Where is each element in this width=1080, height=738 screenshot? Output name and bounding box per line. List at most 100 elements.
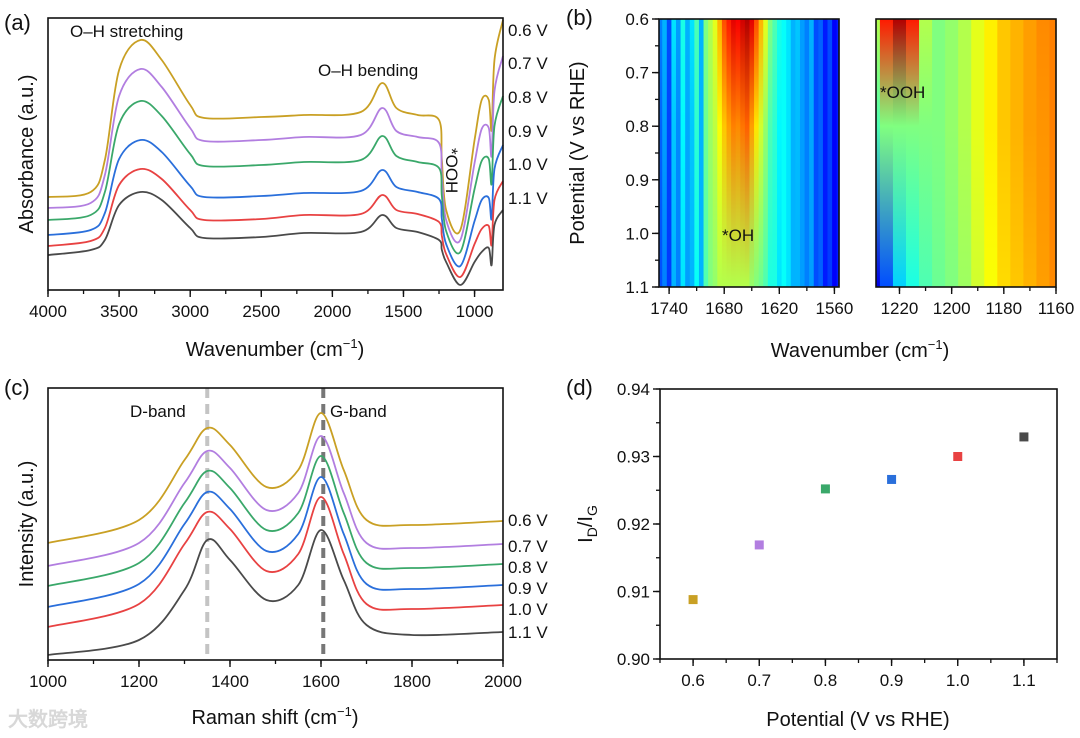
heatmap-column xyxy=(662,19,668,287)
y-tick-label: 0.8 xyxy=(625,117,649,136)
panel-label-d: (d) xyxy=(566,375,593,400)
series-line-0-9V xyxy=(47,138,504,268)
heatmap-column xyxy=(694,19,700,287)
x-tick-label: 1680 xyxy=(705,299,743,318)
annotation-oh-stretching: O–H stretching xyxy=(70,22,183,41)
series-label: 1.1 V xyxy=(508,189,548,208)
heatmap-column xyxy=(744,19,751,287)
x-tick-label: 0.8 xyxy=(814,671,838,690)
heatmap-column xyxy=(781,19,787,287)
x-axis-label-b: Wavenumber (cm−1) xyxy=(771,337,950,362)
heatmap-column xyxy=(1049,19,1057,287)
watermark: 大数跨境 xyxy=(8,707,88,731)
y-axis-label-a: Absorbance (a.u.) xyxy=(16,75,38,234)
heatmap-column xyxy=(777,19,783,287)
plot-frame xyxy=(875,18,1057,288)
heatmap-column xyxy=(659,19,663,287)
x-tick-label: 1000 xyxy=(456,302,494,321)
y-axis-label-c: Intensity (a.u.) xyxy=(16,461,38,588)
x-tick-label: 1500 xyxy=(385,302,423,321)
heatmap-column xyxy=(708,19,714,287)
heatmap-column xyxy=(666,19,672,287)
heatmap-column xyxy=(749,19,755,287)
data-point xyxy=(754,540,764,550)
heatmap-column xyxy=(809,19,815,287)
x-tick-label: 1400 xyxy=(211,672,249,691)
heatmap-column xyxy=(818,19,824,287)
annotation-ooh-b: *OOH xyxy=(880,83,925,102)
heatmap-column xyxy=(758,19,764,287)
heatmap-column xyxy=(827,19,833,287)
x-tick-label: 0.9 xyxy=(880,671,904,690)
heatmap-column xyxy=(703,19,709,287)
data-point xyxy=(1019,432,1029,442)
heatmap-column xyxy=(822,19,829,287)
x-tick-label: 1200 xyxy=(933,299,971,318)
heatmap-column xyxy=(675,19,682,287)
heatmap-column xyxy=(836,19,840,287)
y-axis-label-d: ID/IG xyxy=(575,505,600,543)
heatmap-column xyxy=(680,19,686,287)
x-tick-label: 1180 xyxy=(986,299,1023,318)
plot-frame xyxy=(659,388,1058,660)
heatmap-column xyxy=(772,19,778,287)
heatmap-column xyxy=(958,19,972,287)
series-label: 1.0 V xyxy=(508,600,548,619)
heatmap-column xyxy=(731,19,737,287)
series-line-1-1V xyxy=(47,190,504,286)
x-tick-label: 1740 xyxy=(650,299,688,318)
series-line-0-6V xyxy=(47,412,504,544)
series-line-0-6V xyxy=(47,19,504,235)
series-line-0-8V xyxy=(47,95,504,255)
series-label: 1.1 V xyxy=(508,623,548,642)
series-label: 0.6 V xyxy=(508,511,548,530)
x-tick-label: 1.0 xyxy=(946,671,970,690)
heatmap-column xyxy=(971,19,985,287)
x-tick-label: 1160 xyxy=(1038,299,1075,318)
series-label: 0.9 V xyxy=(508,122,548,141)
annotation-oh: *OH xyxy=(722,226,754,245)
y-tick-label: 0.94 xyxy=(617,380,650,399)
heatmap-column xyxy=(754,19,760,287)
data-point xyxy=(688,595,698,605)
x-tick-label: 1000 xyxy=(29,672,67,691)
x-tick-label: 1600 xyxy=(302,672,340,691)
x-tick-label: 1560 xyxy=(815,299,853,318)
heatmap-column xyxy=(717,19,723,287)
x-tick-label: 1800 xyxy=(393,672,431,691)
heatmap-column xyxy=(740,19,746,287)
y-tick-label: 1.1 xyxy=(625,278,649,297)
heatmap-column xyxy=(906,19,920,287)
heatmap-column xyxy=(1010,19,1024,287)
heatmap-column xyxy=(735,19,741,287)
heatmap-column xyxy=(689,19,695,287)
data-point xyxy=(887,474,897,484)
heatmap-column xyxy=(1036,19,1051,287)
series-line-0-9V xyxy=(47,476,504,608)
x-tick-label: 3000 xyxy=(171,302,209,321)
y-tick-label: 0.92 xyxy=(617,515,650,534)
x-axis-label-d: Potential (V vs RHE) xyxy=(766,709,949,731)
panel-label-c: (c) xyxy=(4,375,30,400)
series-line-0-7V xyxy=(47,55,504,244)
y-tick-label: 0.9 xyxy=(625,171,649,190)
panel-label-b: (b) xyxy=(566,5,593,30)
x-tick-label: 1200 xyxy=(120,672,158,691)
heatmap-column xyxy=(698,19,705,287)
series-label: 0.8 V xyxy=(508,558,548,577)
heatmap-column xyxy=(671,19,677,287)
x-tick-label: 2000 xyxy=(313,302,351,321)
y-tick-label: 0.90 xyxy=(617,650,650,669)
heatmap-column xyxy=(813,19,819,287)
heatmap-column xyxy=(790,19,796,287)
y-tick-label: 1.0 xyxy=(625,224,649,243)
heatmap-column xyxy=(919,19,933,287)
series-line-1-0V xyxy=(47,167,504,278)
heatmap-column xyxy=(767,19,774,287)
y-tick-label: 0.7 xyxy=(625,64,649,83)
x-tick-label: 1620 xyxy=(760,299,798,318)
heatmap-column xyxy=(685,19,691,287)
series-line-1-1V xyxy=(47,529,504,656)
x-tick-label: 4000 xyxy=(29,302,67,321)
panel-c: (c) 0.6 V 0.7 V 0.8 V 0.9 V 1.0 V 1.1 V 1000 12… xyxy=(4,375,548,731)
